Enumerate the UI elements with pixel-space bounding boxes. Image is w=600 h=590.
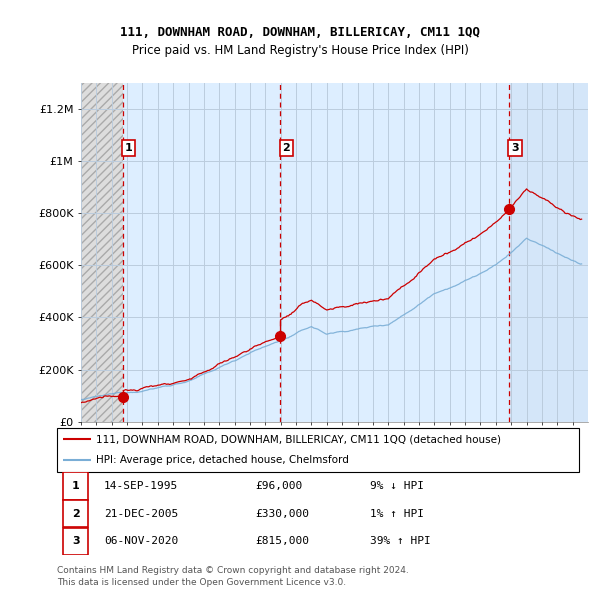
Text: 21-DEC-2005: 21-DEC-2005 [104,509,178,519]
Bar [81,83,122,422]
Text: 3: 3 [511,143,519,153]
Text: 9% ↓ HPI: 9% ↓ HPI [370,481,424,491]
Text: Price paid vs. HM Land Registry's House Price Index (HPI): Price paid vs. HM Land Registry's House … [131,44,469,57]
Text: 06-NOV-2020: 06-NOV-2020 [104,536,178,546]
Text: 111, DOWNHAM ROAD, DOWNHAM, BILLERICAY, CM11 1QQ: 111, DOWNHAM ROAD, DOWNHAM, BILLERICAY, … [120,26,480,39]
Text: Contains HM Land Registry data © Crown copyright and database right 2024.
This d: Contains HM Land Registry data © Crown c… [57,566,409,587]
Text: 111, DOWNHAM ROAD, DOWNHAM, BILLERICAY, CM11 1QQ (detached house): 111, DOWNHAM ROAD, DOWNHAM, BILLERICAY, … [96,434,501,444]
Text: 1: 1 [72,481,80,491]
Bar [63,472,88,500]
Text: 39% ↑ HPI: 39% ↑ HPI [370,536,431,546]
Text: £815,000: £815,000 [256,536,310,546]
Text: 3: 3 [72,536,80,546]
Text: 2: 2 [72,509,80,519]
Text: 14-SEP-1995: 14-SEP-1995 [104,481,178,491]
Bar [63,500,88,527]
Text: £330,000: £330,000 [256,509,310,519]
Bar [509,83,588,422]
Text: 1% ↑ HPI: 1% ↑ HPI [370,509,424,519]
Text: HPI: Average price, detached house, Chelmsford: HPI: Average price, detached house, Chel… [96,455,349,466]
Text: 1: 1 [125,143,133,153]
Text: £96,000: £96,000 [256,481,302,491]
Bar [63,527,88,555]
Text: 2: 2 [283,143,290,153]
